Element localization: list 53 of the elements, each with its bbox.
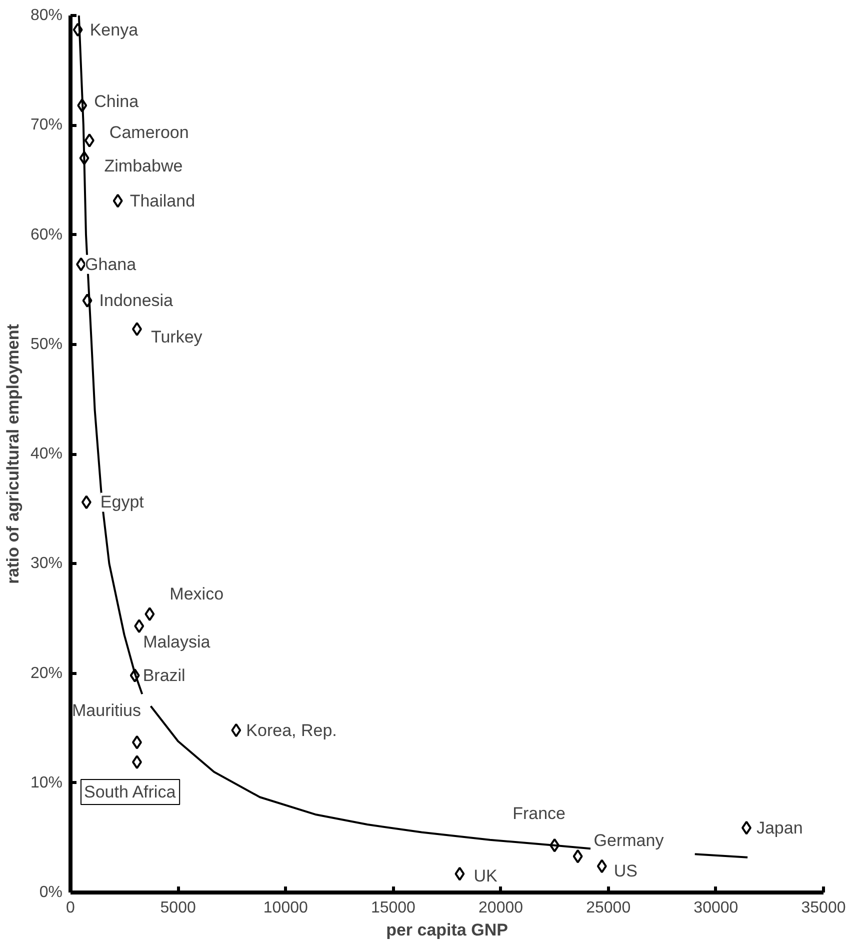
annotation: Mauritius [72,700,141,720]
point [454,866,465,881]
y-tick-label: 50% [30,336,63,353]
x-tick-label: 15000 [370,900,416,916]
x-tick-label: 5000 [160,900,196,916]
point [596,859,607,874]
annotation: Mexico [170,584,224,604]
y-tick-label: 80% [30,7,63,24]
x-axis-title: per capita GNP [386,920,508,940]
x-tick-label: 30000 [694,900,738,916]
annotation: Malaysia [143,632,211,652]
annotation: Ghana [85,254,137,274]
x-tick-label: 35000 [801,900,846,916]
annotation: Indonesia [99,291,174,310]
point [81,495,92,510]
point [741,820,752,835]
annotation: Cameroon [109,122,189,142]
annotation: Japan [756,818,803,838]
x-tick-label: 20000 [478,900,524,916]
annotation: Thailand [130,191,196,210]
annotation: Brazil [142,666,186,685]
y-tick-label: 0% [39,884,62,901]
y-axis-title: ratio of agricultural employment [3,324,22,584]
annotation: Zimbabwe [104,156,183,176]
y-tick-label: 10% [30,774,63,792]
annotation: Germany [594,830,664,850]
point [132,322,142,336]
point [231,723,242,738]
point [84,133,94,148]
annotation: Egypt [100,492,144,512]
y-tick-label: 20% [30,664,63,682]
point [134,619,144,634]
point [132,735,142,750]
y-tick-label: 40% [30,446,63,462]
point [76,257,86,272]
point [144,607,155,622]
point [132,755,142,770]
point [572,849,583,864]
x-tick-label: 10000 [263,900,308,916]
annotation: UK [474,866,498,886]
annotation: Kenya [90,20,139,40]
annotation: China [94,92,140,111]
y-tick-label: 70% [30,116,63,134]
point [112,194,123,208]
annotation: Turkey [150,328,203,347]
annotation: France [512,804,566,823]
x-tick-label: 0 [66,900,76,916]
annotation: South Africa [84,782,176,802]
x-tick-label: 25000 [586,900,631,916]
annotation: Korea, Rep. [246,720,337,740]
annotation: US [614,862,638,881]
y-tick-label: 30% [30,555,63,572]
y-tick-label: 60% [30,226,63,244]
